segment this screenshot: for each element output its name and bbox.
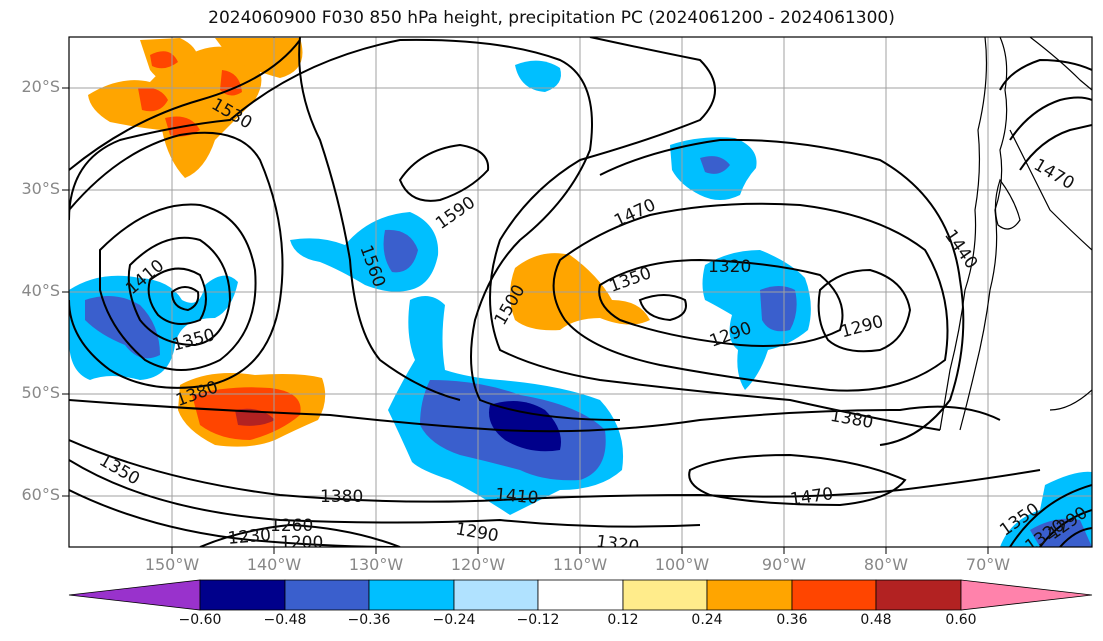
height-contours — [69, 37, 1092, 547]
colorbar-tick-label: −0.24 — [432, 612, 476, 628]
colorbar-tick-label: −0.36 — [347, 612, 391, 628]
colorbar-tick-label: −0.48 — [263, 612, 307, 628]
lat-label: 30°S — [21, 179, 60, 198]
lon-label: 70°W — [965, 555, 1011, 574]
lat-label: 60°S — [21, 485, 60, 504]
colorbar-extend-low — [68, 579, 201, 611]
colorbar-extend-high — [960, 579, 1093, 611]
lat-label: 50°S — [21, 383, 60, 402]
lon-label: 150°W — [144, 555, 200, 574]
precip-pos-nw — [88, 46, 262, 178]
colorbar-tick-label: 0.24 — [691, 612, 723, 628]
coastline — [939, 37, 1092, 431]
lon-label: 90°W — [761, 555, 807, 574]
contour-label: 1230 — [227, 525, 272, 549]
contour-label: 1200 — [280, 533, 323, 553]
precip-shading — [69, 38, 1092, 547]
colorbar — [68, 579, 1093, 611]
lon-label: 140°W — [246, 555, 302, 574]
axis-ticks — [62, 87, 989, 554]
colorbar-tick-label: −0.60 — [178, 612, 222, 628]
map-title: 2024060900 F030 850 hPa height, precipit… — [208, 8, 895, 28]
colorbar-tick-label: 0.36 — [776, 612, 808, 628]
contour-label: 1380 — [320, 487, 363, 507]
colorbar-tick-label: −0.12 — [516, 612, 560, 628]
lat-label: 20°S — [21, 77, 60, 96]
contour-label: 1320 — [708, 257, 751, 277]
lat-label: 40°S — [21, 281, 60, 300]
colorbar-tick-label: 0.12 — [607, 612, 639, 628]
contour-label: 1320 — [595, 532, 641, 558]
lon-label: 120°W — [450, 555, 506, 574]
colorbar-tick-label: 0.60 — [945, 612, 977, 628]
contour-label: 1410 — [494, 485, 539, 509]
contour-label: 1260 — [270, 516, 313, 536]
lon-label: 110°W — [552, 555, 608, 574]
colorbar-tick-label: 0.48 — [860, 612, 892, 628]
lon-label: 100°W — [654, 555, 710, 574]
lon-label: 80°W — [863, 555, 909, 574]
lon-label: 130°W — [348, 555, 404, 574]
